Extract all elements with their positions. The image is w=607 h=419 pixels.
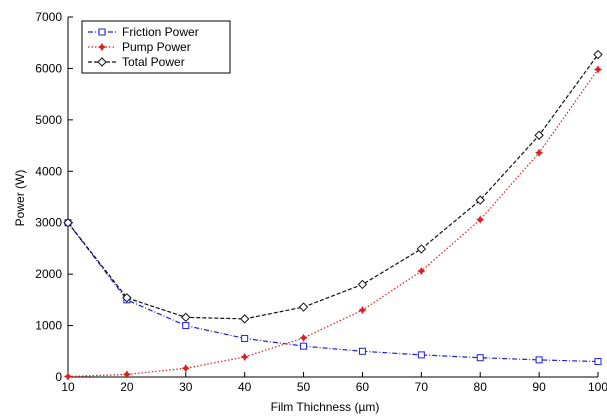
x-tick-label: 30 <box>179 380 193 394</box>
data-point-square <box>300 342 308 350</box>
data-point-diamond <box>416 244 427 254</box>
data-point-square <box>417 351 425 359</box>
data-point-star <box>417 266 426 276</box>
data-point-diamond <box>534 130 544 140</box>
data-point-diamond <box>122 293 132 303</box>
x-tick-label: 60 <box>356 380 370 394</box>
data-point-star <box>535 148 544 157</box>
x-tick-label: 10 <box>61 380 75 394</box>
plot-area: 0 1000 2000 3000 4000 5000 6000 7000 10 20 30 40 50 6… <box>35 10 607 394</box>
star-horizontal <box>299 335 308 341</box>
x-tick-label: 100 <box>588 380 607 394</box>
y-tick-label: 7000 <box>35 10 62 24</box>
data-point-diamond <box>97 57 107 67</box>
x-tick-label: 40 <box>238 380 252 394</box>
star-horizontal <box>63 374 73 379</box>
star-horizontal <box>593 67 603 72</box>
y-tick-label: 2000 <box>35 267 62 281</box>
y-tick-label: 1000 <box>35 319 62 333</box>
y-tick-label: 3000 <box>35 216 62 230</box>
series-line-2 <box>67 69 599 378</box>
data-point-star <box>476 215 485 224</box>
legend-label: Friction Power <box>122 25 199 39</box>
data-point-square <box>241 334 249 342</box>
star-horizontal <box>240 354 249 360</box>
data-point-diamond <box>298 302 309 312</box>
data-point-star <box>122 370 131 379</box>
series-line-3 <box>67 54 599 320</box>
x-tick-label: 70 <box>415 380 429 394</box>
x-tick-label: 50 <box>297 380 311 394</box>
star-horizontal <box>417 268 426 274</box>
y-tick-label: 4000 <box>35 164 62 178</box>
x-tick-label: 90 <box>532 380 546 394</box>
data-point-diamond <box>593 49 603 60</box>
y-axis-label: Power (W) <box>13 170 27 227</box>
star-horizontal <box>122 372 131 377</box>
x-axis-label: Film Thichness (µm) <box>271 400 380 414</box>
data-point-star <box>97 42 107 52</box>
x-tick-label: 80 <box>474 380 488 394</box>
data-point-diamond <box>475 195 485 205</box>
data-point-star <box>593 65 603 74</box>
data-point-square <box>358 347 366 355</box>
data-point-diamond <box>181 312 191 323</box>
data-point-square <box>182 322 190 330</box>
y-tick-label: 6000 <box>35 61 62 75</box>
star-horizontal <box>181 365 190 371</box>
data-point-diamond <box>239 314 250 324</box>
data-point-square <box>476 354 484 362</box>
data-point-diamond <box>63 218 73 228</box>
data-point-square <box>535 356 543 364</box>
series-line-1 <box>67 222 599 363</box>
data-point-square <box>594 358 602 366</box>
y-tick-label: 0 <box>55 370 62 384</box>
data-point-star <box>63 372 73 381</box>
y-tick-label: 5000 <box>35 113 62 127</box>
star-horizontal <box>535 150 544 156</box>
star-horizontal <box>476 217 485 222</box>
x-tick-label: 20 <box>120 380 134 394</box>
data-point-diamond <box>357 279 368 290</box>
star-horizontal <box>97 44 107 50</box>
legend-label: Pump Power <box>122 40 191 54</box>
data-point-star <box>181 364 190 373</box>
legend-label: Total Power <box>122 55 185 69</box>
data-point-star <box>240 352 249 362</box>
data-point-star <box>299 333 308 343</box>
star-horizontal <box>358 307 367 313</box>
data-point-square <box>98 28 106 36</box>
data-point-star <box>358 306 367 315</box>
